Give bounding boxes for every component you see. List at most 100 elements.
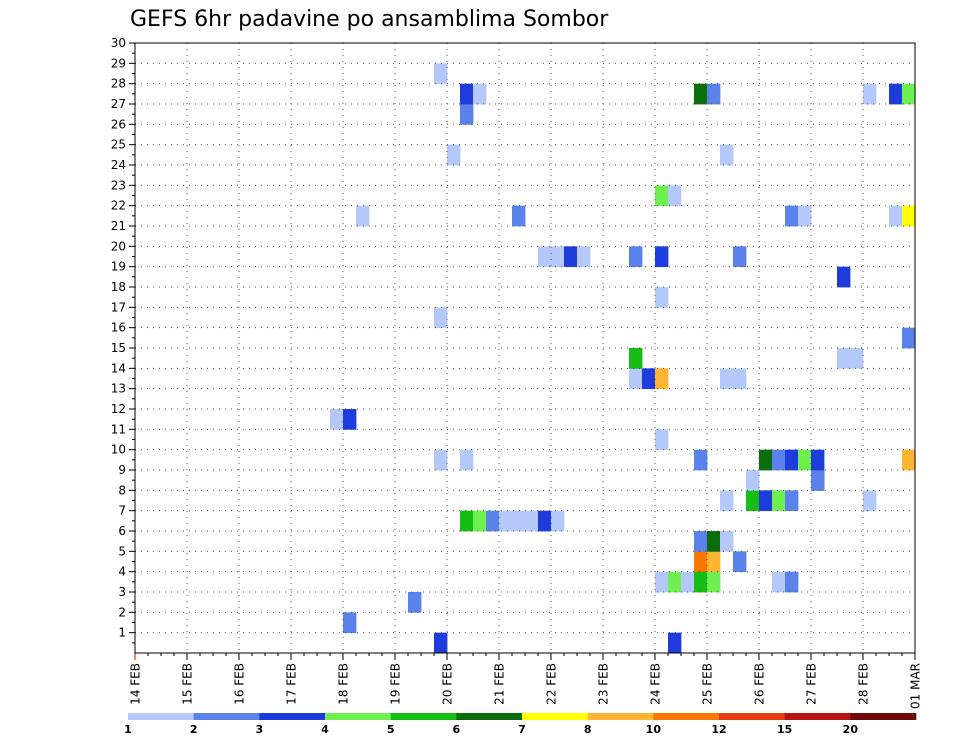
heatmap-cell <box>564 246 578 268</box>
heatmap-cell <box>486 510 500 532</box>
heatmap-cell <box>720 144 734 166</box>
heatmap-cell <box>655 368 669 390</box>
legend-swatch <box>193 713 260 720</box>
heatmap-cell <box>655 246 669 268</box>
x-tick-label: 26 FEB <box>753 663 767 705</box>
x-tick-label: 16 FEB <box>233 663 247 705</box>
heatmap-cell <box>434 632 448 654</box>
legend-label: 2 <box>190 723 198 736</box>
legend-swatch <box>325 713 391 720</box>
heatmap-cell <box>330 409 344 430</box>
y-tick-label: 25 <box>111 138 126 152</box>
x-tick-label: 23 FEB <box>597 663 611 705</box>
heatmap-cell <box>460 510 474 532</box>
y-tick-label: 30 <box>111 36 126 50</box>
heatmap-cell <box>837 348 851 369</box>
heatmap-cell <box>655 287 669 308</box>
heatmap-cell <box>694 531 708 552</box>
legend-label: 1 <box>124 723 132 736</box>
heatmap-cell <box>720 531 734 552</box>
heatmap-cell <box>707 83 721 105</box>
x-tick-label: 17 FEB <box>285 663 299 705</box>
heatmap-cell <box>694 449 708 471</box>
heatmap-cell <box>733 551 747 573</box>
y-tick-label: 1 <box>118 626 126 640</box>
y-tick-label: 28 <box>111 77 126 91</box>
heatmap-cell <box>356 205 370 227</box>
heatmap-cell <box>746 490 760 512</box>
heatmap-cell <box>538 246 552 268</box>
heatmap-cell <box>772 449 786 471</box>
heatmap-cell <box>473 510 487 532</box>
x-tick-label: 01 MAR <box>909 663 923 709</box>
heatmap-cell <box>551 510 565 532</box>
heatmap-cell <box>460 104 474 125</box>
heatmap-cell <box>707 531 721 552</box>
y-tick-label: 21 <box>111 219 126 233</box>
y-tick-label: 13 <box>111 382 126 396</box>
heatmap-cell <box>434 307 448 329</box>
x-tick-label: 27 FEB <box>805 663 819 705</box>
heatmap-cell <box>798 205 812 227</box>
y-tick-label: 3 <box>118 585 126 599</box>
heatmap-cell <box>642 368 656 390</box>
legend-label: 15 <box>777 723 792 736</box>
heatmap-cell <box>889 205 903 227</box>
heatmap-cell <box>850 348 864 369</box>
y-tick-label: 5 <box>118 544 126 558</box>
legend-label: 4 <box>321 723 329 736</box>
heatmap-cell <box>720 368 734 390</box>
legend-swatch <box>456 713 523 720</box>
heatmap-cell <box>785 205 799 227</box>
heatmap-cell <box>733 246 747 268</box>
heatmap-cell <box>746 470 760 491</box>
heatmap-cell <box>460 449 474 471</box>
heatmap-cell <box>512 205 526 227</box>
plot-frame <box>134 42 916 654</box>
legend-label: 10 <box>646 723 662 736</box>
heatmap-cell <box>681 571 695 593</box>
legend-label: 6 <box>453 723 461 736</box>
y-tick-label: 29 <box>111 56 126 70</box>
heatmap-cell <box>577 246 591 268</box>
heatmap-cell <box>655 185 669 207</box>
x-tick-label: 21 FEB <box>493 663 507 705</box>
heatmap-cell <box>863 83 877 105</box>
heatmap-cell <box>473 83 487 105</box>
y-tick-label: 2 <box>118 605 126 619</box>
heatmap-cell <box>551 246 565 268</box>
heatmap-cell <box>902 327 916 349</box>
y-tick-label: 7 <box>118 504 126 518</box>
grid-lines <box>135 43 915 653</box>
y-tick-label: 17 <box>111 300 126 314</box>
legend-swatch <box>390 713 457 720</box>
heatmap-cell <box>902 205 916 227</box>
legend-swatch <box>784 713 851 720</box>
heatmap-cell <box>343 612 357 634</box>
x-tick-label: 25 FEB <box>701 663 715 705</box>
y-tick-label: 4 <box>118 565 126 579</box>
heatmap-cell <box>785 490 799 512</box>
heatmap-cell <box>668 571 682 593</box>
heatmap-cell <box>837 266 851 288</box>
heatmap-cell <box>772 571 786 593</box>
x-tick-label: 22 FEB <box>545 663 559 705</box>
heatmap-cell <box>707 571 721 593</box>
heatmap-cell <box>720 490 734 512</box>
y-tick-label: 10 <box>111 443 126 457</box>
legend-swatch <box>522 713 588 720</box>
legend-label: 7 <box>518 723 526 736</box>
y-tick-label: 19 <box>111 260 126 274</box>
legend-label: 3 <box>256 723 264 736</box>
heatmap-cell <box>655 429 669 451</box>
y-tick-label: 18 <box>111 280 126 294</box>
heatmap-cell <box>811 449 825 471</box>
y-tick-label: 27 <box>111 97 126 111</box>
x-tick-label: 15 FEB <box>181 663 195 705</box>
heatmap-cell <box>772 490 786 512</box>
y-tick-label: 22 <box>111 199 126 213</box>
x-tick-label: 24 FEB <box>649 663 663 705</box>
x-axis: 14 FEB 15 FEB 16 FEB 17 FEB 18 FEB 19 FEB 20 F… <box>129 653 923 709</box>
heatmap-cell <box>460 83 474 105</box>
heatmap-cell <box>629 246 643 268</box>
